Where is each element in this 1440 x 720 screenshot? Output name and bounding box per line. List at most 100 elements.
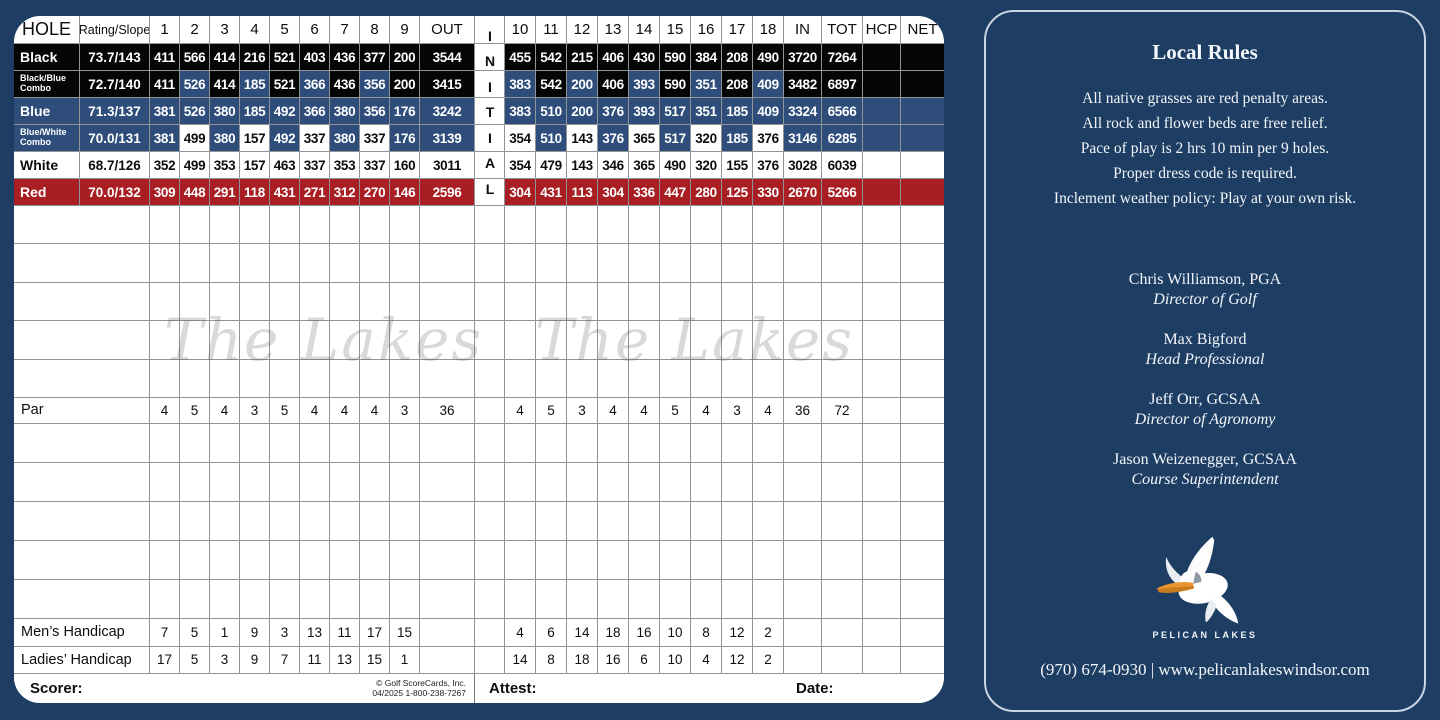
empty-score-cell [660, 462, 691, 501]
empty-score-cell [150, 244, 180, 282]
tee-total: 6566 [822, 98, 863, 124]
tee-name: Red [14, 179, 80, 205]
empty-score-cell [390, 206, 420, 244]
empty-score-cell [629, 501, 660, 540]
empty-score-cell [901, 244, 944, 281]
yardage-cell: 377 [360, 44, 390, 70]
handicap-cell: 17 [150, 646, 180, 673]
tee-row-red: Red 70.0/132 309 448 291 118 431 271 312 270 146 25… [14, 179, 944, 206]
initial-cell [475, 321, 505, 359]
yardage-cell: 330 [753, 179, 784, 205]
yardage-cell: 337 [360, 152, 390, 178]
handicap-cell: 8 [691, 618, 722, 646]
empty-score-cell [660, 282, 691, 321]
yardage-cell: 436 [330, 44, 360, 70]
empty-score-cell [300, 244, 330, 282]
par-cell: 4 [360, 397, 390, 423]
par-cell: 4 [629, 397, 660, 423]
empty-score-cell [300, 579, 330, 618]
yardage-cell: 542 [536, 71, 567, 97]
hole-number-header: 3 [210, 16, 240, 43]
empty-score-cell [660, 206, 691, 244]
contact-line: (970) 674-0930 | www.pelicanlakeswindsor… [1040, 660, 1370, 679]
tee-rating: 72.7/140 [80, 71, 150, 97]
yardage-cell: 521 [270, 44, 300, 70]
empty-score-cell [598, 501, 629, 540]
yardage-cell: 406 [598, 71, 629, 97]
empty-score-cell [822, 244, 863, 282]
handicap-cell: 16 [629, 618, 660, 646]
scorer-section: Scorer: © Golf ScoreCards, Inc. 04/2025 … [14, 673, 475, 703]
info-panel: Local Rules All native grasses are red p… [944, 0, 1440, 720]
empty-score-cell [784, 206, 822, 244]
par-cell: 5 [270, 397, 300, 423]
empty-score-cell [901, 647, 944, 673]
initial-cell [475, 44, 505, 70]
local-rule: All rock and flower beds are free relief… [1082, 115, 1328, 132]
par-total: 72 [822, 397, 863, 423]
blank-label-cell [14, 579, 150, 618]
yardage-cell: 517 [660, 98, 691, 124]
empty-score-cell [691, 423, 722, 462]
initial-cell [475, 152, 505, 178]
yardage-cell: 411 [150, 44, 180, 70]
empty-score-cell [330, 579, 360, 618]
empty-score-cell [660, 579, 691, 618]
empty-score-cell [150, 359, 180, 397]
empty-score-cell [691, 206, 722, 244]
handicap-cell: 9 [240, 646, 270, 673]
empty-score-cell [180, 321, 210, 359]
empty-score-cell [598, 244, 629, 282]
empty-score-cell [722, 423, 753, 462]
empty-score-cell [722, 282, 753, 321]
empty-score-cell [722, 206, 753, 244]
empty-score-cell [629, 244, 660, 282]
empty-score-cell [901, 580, 944, 618]
hole-number-header: 10 [505, 16, 536, 43]
hole-header: HOLE [14, 16, 80, 43]
yardage-cell: 208 [722, 44, 753, 70]
yardage-cell: 270 [360, 179, 390, 205]
par-cell: 4 [598, 397, 629, 423]
empty-score-cell [210, 206, 240, 244]
empty-score-cell [822, 501, 863, 540]
empty-score-cell [784, 618, 822, 646]
par-cell: 4 [691, 397, 722, 423]
par-cell: 4 [753, 397, 784, 423]
net-header: NET [907, 21, 938, 38]
empty-score-cell [210, 359, 240, 397]
empty-score-cell [901, 424, 944, 462]
hole-number-header: 15 [660, 16, 691, 43]
hcp-cell [863, 44, 901, 70]
yardage-cell: 176 [390, 125, 420, 151]
empty-score-cell [722, 321, 753, 359]
empty-score-cell [722, 540, 753, 579]
empty-score-cell [360, 359, 390, 397]
hole-number-header: 7 [330, 16, 360, 43]
blank-score-row [14, 462, 944, 502]
empty-score-cell [270, 282, 300, 321]
handicap-cell: 1 [390, 646, 420, 673]
tee-rating: 68.7/126 [80, 152, 150, 178]
tee-row-black-blue-combo: Black/Blue Combo 72.7/140 411 526 414 185 521 3… [14, 71, 944, 98]
empty-score-cell [240, 321, 270, 359]
empty-score-cell [150, 501, 180, 540]
yardage-cell: 490 [660, 152, 691, 178]
yardage-cell: 312 [330, 179, 360, 205]
empty-score-cell [360, 462, 390, 501]
blank-score-row [14, 282, 944, 322]
yardage-cell: 510 [536, 98, 567, 124]
blank-score-row [14, 423, 944, 463]
yardage-cell: 353 [330, 152, 360, 178]
yardage-cell: 337 [360, 125, 390, 151]
empty-score-cell [180, 579, 210, 618]
net-cell [901, 71, 944, 97]
yardage-cell: 157 [240, 125, 270, 151]
empty-score-cell [598, 579, 629, 618]
empty-score-cell [567, 423, 598, 462]
par-cell: 5 [180, 397, 210, 423]
empty-score-cell [567, 462, 598, 501]
rating-slope-header: Rating/Slope [80, 16, 150, 43]
empty-score-cell [822, 359, 863, 397]
empty-score-cell [863, 501, 901, 540]
